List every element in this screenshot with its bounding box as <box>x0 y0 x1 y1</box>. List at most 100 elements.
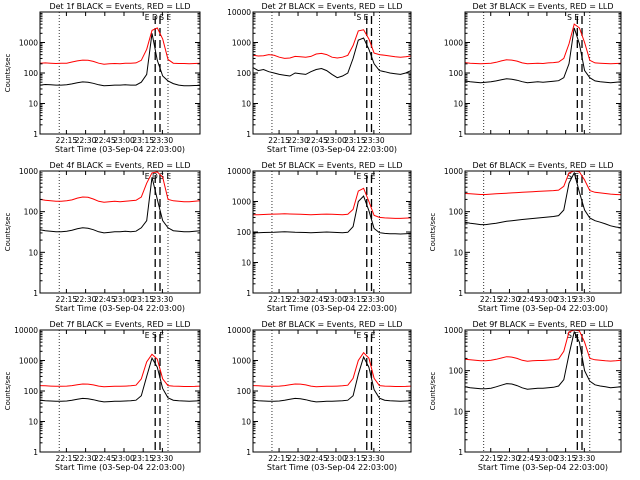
marker-letter: S <box>159 13 164 22</box>
marker-letter: E <box>371 331 376 340</box>
y-tick-label: 10000 <box>227 8 251 17</box>
events-series-line <box>39 356 201 403</box>
x-tick-label: 22:30 <box>499 454 521 463</box>
x-axis-label: Start Time (03-Sep-04 22:03:00) <box>55 304 185 313</box>
panel-det-7: Det 7f BLACK = Events, RED = LLD E S E 1 10 10… <box>4 320 201 472</box>
x-tick-label: 22:45 <box>94 295 116 304</box>
x-axis-label: Start Time (03-Sep-04 22:03:00) <box>55 463 185 472</box>
y-tick-label: 1 <box>246 289 251 298</box>
marker-letter: E <box>574 172 579 181</box>
events-series-line <box>464 27 622 84</box>
x-tick-label: 23:15 <box>132 454 154 463</box>
y-tick-label: 100 <box>237 228 252 237</box>
marker-letter: D <box>152 172 158 181</box>
x-tick-label: 22:15 <box>268 136 290 145</box>
marker-letter: D <box>152 13 158 22</box>
x-tick-label: 22:45 <box>517 454 539 463</box>
x-tick-label: 23:00 <box>113 295 135 304</box>
panel-det-5: Det 5f BLACK = Events, RED = LLD E S E 1 10 10… <box>227 161 412 313</box>
plot-frame <box>464 170 622 294</box>
panel-title: Det 2f BLACK = Events, RED = LLD <box>261 2 402 11</box>
plot-frame <box>464 329 622 453</box>
plot-frame <box>464 11 622 135</box>
x-tick-label: 22:15 <box>480 295 502 304</box>
x-tick-label: 22:45 <box>94 454 116 463</box>
x-axis-label: Start Time (03-Sep-04 22:03:00) <box>478 463 608 472</box>
y-tick-label: 1 <box>33 448 38 457</box>
marker-letter: S <box>567 172 572 181</box>
y-axis-label: Counts/sec <box>4 54 12 93</box>
panel-det-6: Det 6f BLACK = Events, RED = LLD S E 1 10 100… <box>429 161 622 313</box>
x-tick-label: 22:45 <box>306 295 328 304</box>
y-tick-label: 1000 <box>444 39 463 48</box>
lld-series-line <box>39 27 201 65</box>
y-tick-label: 1000 <box>19 167 38 176</box>
x-axis-label: Start Time (03-Sep-04 22:03:00) <box>478 304 608 313</box>
panel-title: Det 7f BLACK = Events, RED = LLD <box>49 320 190 329</box>
panel-det-9: Det 9f BLACK = Events, RED = LLD S E 1 10 100… <box>429 320 622 472</box>
y-tick-label: 10 <box>28 248 38 257</box>
x-tick-label: 22:30 <box>75 136 97 145</box>
y-tick-label: 1000 <box>232 39 251 48</box>
x-tick-label: 22:15 <box>56 454 78 463</box>
y-tick-label: 1000 <box>444 326 463 335</box>
y-tick-label: 1 <box>458 448 463 457</box>
x-tick-label: 22:30 <box>287 295 309 304</box>
x-tick-label: 23:00 <box>536 454 558 463</box>
x-tick-label: 22:45 <box>306 454 328 463</box>
x-axis-label: Start Time (03-Sep-04 22:03:00) <box>267 304 397 313</box>
y-tick-label: 10 <box>453 407 463 416</box>
panel-title: Det 4f BLACK = Events, RED = LLD <box>49 161 190 170</box>
y-tick-label: 10 <box>28 418 38 427</box>
marker-letter: S <box>567 331 572 340</box>
x-tick-label: 23:30 <box>363 454 385 463</box>
marker-letter: S <box>567 13 572 22</box>
y-tick-label: 1000 <box>19 357 38 366</box>
marker-letter: E <box>159 331 164 340</box>
panel-det-2: Det 2f BLACK = Events, RED = LLD S E 1 10 100… <box>227 2 412 154</box>
y-tick-label: 1000 <box>444 167 463 176</box>
events-series-line <box>252 37 412 79</box>
x-tick-label: 23:30 <box>363 136 385 145</box>
y-tick-label: 10 <box>28 100 38 109</box>
x-tick-label: 22:30 <box>75 295 97 304</box>
plot-frame <box>252 329 412 453</box>
y-tick-label: 10 <box>241 259 251 268</box>
events-series-line <box>464 171 622 229</box>
x-tick-label: 22:15 <box>56 295 78 304</box>
x-axis-label: Start Time (03-Sep-04 22:03:00) <box>55 145 185 154</box>
x-tick-label: 22:15 <box>56 136 78 145</box>
marker-letter: E <box>371 172 376 181</box>
y-tick-label: 1 <box>458 130 463 139</box>
marker-letter: E <box>574 331 579 340</box>
lld-series-line <box>464 170 622 196</box>
y-tick-label: 10000 <box>227 167 251 176</box>
marker-letter: S <box>364 172 369 181</box>
marker-letter: E <box>574 13 579 22</box>
plot-frame <box>39 11 201 135</box>
panel-det-3: Det 3f BLACK = Events, RED = LLD S E 1 10 100… <box>444 2 622 139</box>
x-tick-label: 23:15 <box>132 136 154 145</box>
x-tick-label: 22:45 <box>517 295 539 304</box>
x-tick-label: 22:15 <box>480 454 502 463</box>
x-tick-label: 22:30 <box>287 136 309 145</box>
plot-frame <box>39 170 201 294</box>
y-axis-label: Counts/sec <box>4 372 12 411</box>
events-series-line <box>253 195 412 235</box>
y-axis-label: Counts/sec <box>429 372 437 411</box>
y-tick-label: 100 <box>449 208 464 217</box>
y-tick-label: 1000 <box>19 39 38 48</box>
y-tick-label: 100 <box>24 69 39 78</box>
x-tick-label: 23:30 <box>574 454 596 463</box>
panel-title: Det 9f BLACK = Events, RED = LLD <box>472 320 613 329</box>
x-tick-label: 23:15 <box>344 136 366 145</box>
marker-letter: E <box>356 331 361 340</box>
x-axis-label: Start Time (03-Sep-04 22:03:00) <box>267 463 397 472</box>
y-tick-label: 10 <box>453 248 463 257</box>
x-tick-label: 23:15 <box>555 295 577 304</box>
y-tick-label: 1 <box>246 130 251 139</box>
y-tick-label: 10000 <box>14 326 38 335</box>
y-tick-label: 100 <box>449 367 464 376</box>
marker-letter: E <box>364 13 369 22</box>
